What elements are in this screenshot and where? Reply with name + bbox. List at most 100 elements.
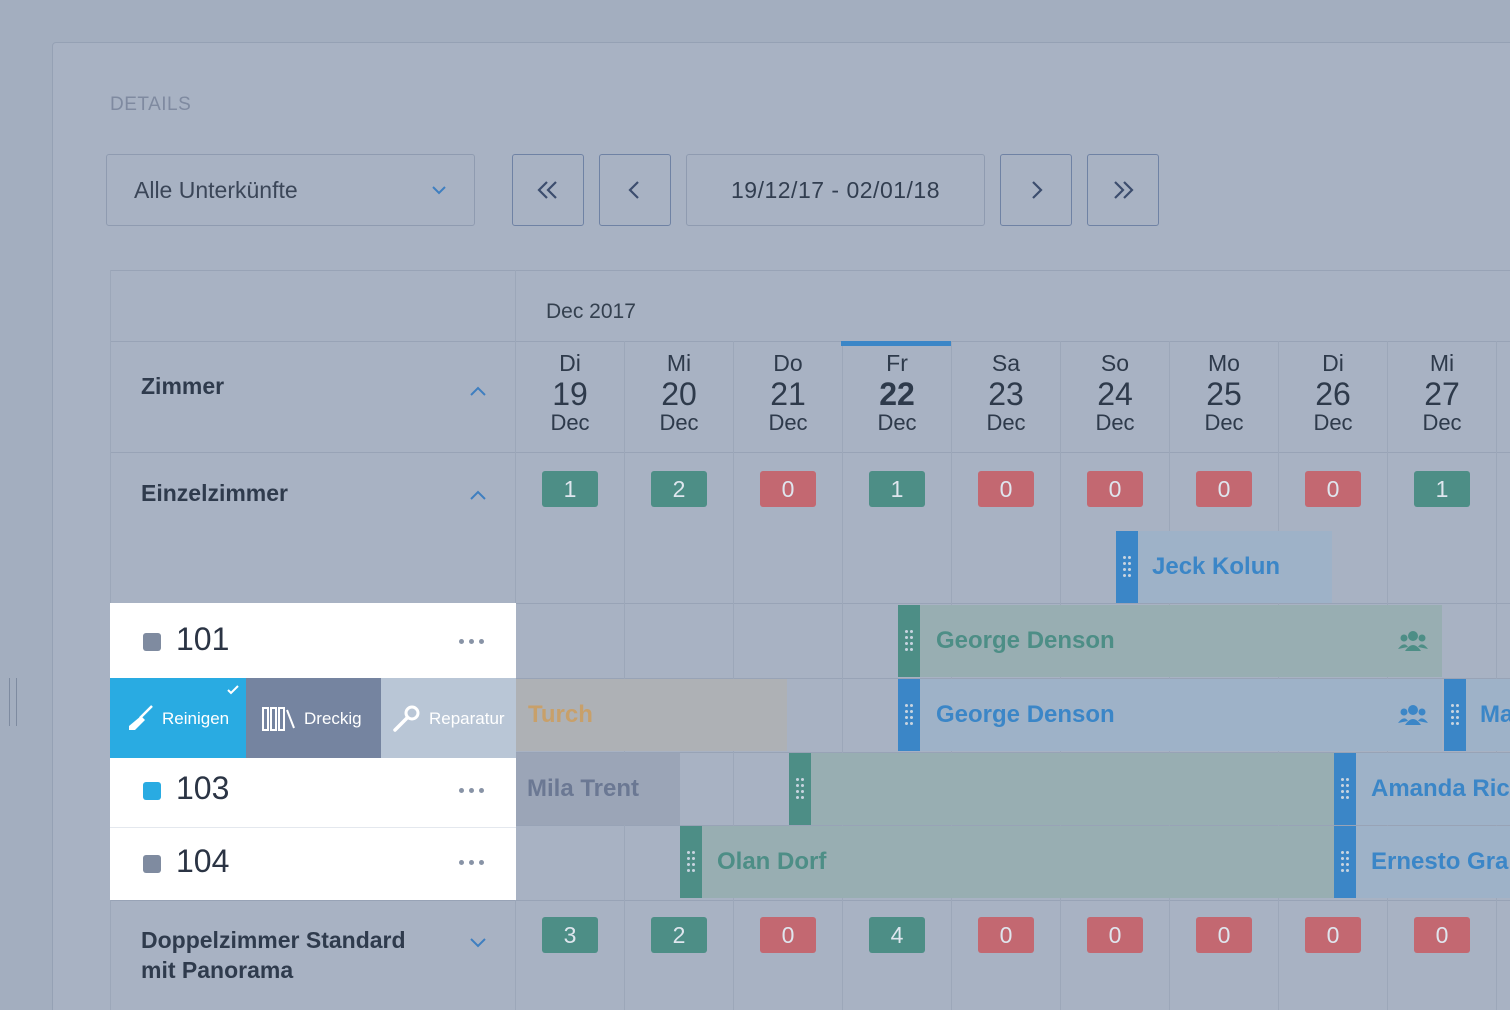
day-month: Dec [1422, 410, 1462, 435]
day-month: Dec [877, 410, 917, 435]
day-number: 19 [552, 376, 588, 412]
wrench-icon [393, 705, 420, 732]
grid-line [516, 825, 1510, 826]
day-header[interactable]: Mi 20 Dec [625, 350, 733, 434]
chevron-up-icon[interactable] [468, 384, 488, 398]
grid-line [516, 603, 1510, 604]
availability-badge: 0 [1087, 471, 1143, 507]
group-users-icon [1398, 631, 1428, 651]
booking-bar[interactable]: George Denson [898, 605, 1442, 677]
booking-bar[interactable]: Ma [1444, 679, 1510, 751]
more-options-icon[interactable] [459, 860, 489, 868]
group-users-icon [1398, 705, 1428, 725]
day-header[interactable]: Mi 27 Dec [1388, 350, 1496, 434]
availability-badge: 0 [760, 917, 816, 953]
availability-badge: 0 [1196, 917, 1252, 953]
drag-handle-icon[interactable] [1116, 531, 1138, 603]
drag-handle-icon[interactable] [898, 679, 920, 751]
resize-handle[interactable] [9, 678, 17, 726]
chevron-left-icon [628, 181, 639, 199]
grid-line [110, 341, 1510, 342]
booking-bar[interactable]: George Denson [898, 679, 1442, 751]
drag-handle-icon[interactable] [1334, 826, 1356, 898]
booking-bar[interactable]: Jeck Kolun [1116, 531, 1332, 603]
availability-badge: 0 [1305, 917, 1361, 953]
clean-label: Reinigen [162, 709, 230, 728]
chevron-down-icon[interactable] [468, 936, 488, 950]
booking-guest-name: Olan Dorf [717, 848, 827, 875]
room-status-indicator [143, 855, 161, 873]
grid-line [624, 341, 625, 1010]
booking-bar[interactable]: Olan Dorf [680, 826, 1334, 898]
double-chevron-right-icon [1114, 181, 1134, 199]
more-options-icon[interactable] [459, 788, 489, 796]
drag-handle-icon[interactable] [1444, 679, 1466, 751]
double-chevron-left-icon [537, 181, 557, 199]
availability-badge: 4 [869, 917, 925, 953]
last-page-button[interactable] [1087, 154, 1159, 226]
grid-line [516, 678, 1510, 679]
booking-guest-name: Mila Trent [527, 775, 640, 802]
day-number: 25 [1206, 376, 1242, 412]
day-name: Mi [666, 350, 692, 376]
booking-guest-name: Ma [1480, 701, 1510, 728]
availability-badge: 0 [760, 471, 816, 507]
booking-bar[interactable] [789, 753, 1334, 825]
radiator-icon [262, 707, 295, 731]
availability-badge: 1 [542, 471, 598, 507]
day-header[interactable]: Di 19 Dec [516, 350, 624, 434]
availability-badge: 0 [978, 471, 1034, 507]
grid-line [842, 341, 843, 1010]
next-button[interactable] [1000, 154, 1072, 226]
drag-handle-icon[interactable] [680, 826, 702, 898]
dirty-button[interactable]: Dreckig [246, 678, 381, 758]
date-range-display[interactable]: 19/12/17 - 02/01/18 [686, 154, 985, 226]
grid-line [110, 270, 1510, 271]
today-indicator [841, 341, 951, 346]
availability-badge: 2 [651, 917, 707, 953]
day-header[interactable]: Sa 23 Dec [952, 350, 1060, 434]
booking-bar[interactable]: Amanda Ric [1334, 753, 1510, 825]
availability-badge: 1 [1414, 471, 1470, 507]
booking-bar[interactable]: Mila Trent [516, 753, 680, 825]
room-row-101[interactable]: 101 [110, 603, 516, 678]
day-header[interactable]: Fr 22 Dec [843, 350, 951, 434]
month-label: Dec 2017 [546, 300, 636, 323]
day-name: Mo [1208, 350, 1240, 376]
more-options-icon[interactable] [459, 639, 489, 647]
previous-button[interactable] [599, 154, 671, 226]
availability-badge: 1 [869, 471, 925, 507]
day-month: Dec [550, 410, 590, 435]
day-name: Do [773, 350, 803, 376]
room-row-104[interactable]: 104 [110, 828, 516, 900]
drag-handle-icon[interactable] [898, 605, 920, 677]
booking-guest-name: George Denson [936, 701, 1115, 728]
day-header[interactable]: So 24 Dec [1061, 350, 1169, 434]
booking-bar[interactable]: Turch [516, 679, 787, 751]
group-double-rooms[interactable]: Doppelzimmer Standard mit Panorama [141, 927, 406, 983]
availability-badge: 3 [542, 917, 598, 953]
repair-button[interactable]: Reparatur [381, 678, 516, 758]
drag-handle-icon[interactable] [789, 753, 811, 825]
property-select[interactable]: Alle Unterkünfte [106, 154, 475, 226]
day-header[interactable]: Do 21 Dec [734, 350, 842, 434]
clean-button[interactable]: Reinigen [110, 678, 246, 758]
repair-label: Reparatur [429, 709, 505, 728]
booking-guest-name: Amanda Ric [1371, 775, 1510, 802]
day-month: Dec [1204, 410, 1244, 435]
booking-bar[interactable]: Ernesto Gra [1334, 826, 1510, 898]
chevron-up-icon[interactable] [468, 488, 488, 502]
day-number: 26 [1315, 376, 1351, 412]
group-single-rooms[interactable]: Einzelzimmer [141, 480, 288, 506]
availability-badge: 2 [651, 471, 707, 507]
day-header[interactable]: Di 26 Dec [1279, 350, 1387, 434]
grid-line [110, 452, 1510, 453]
availability-badge: 0 [1414, 917, 1470, 953]
day-header[interactable]: Mo 25 Dec [1170, 350, 1278, 434]
drag-handle-icon[interactable] [1334, 753, 1356, 825]
room-status-indicator [143, 782, 161, 800]
room-row-103[interactable]: 103 [110, 758, 516, 828]
grid-line [516, 752, 1510, 753]
broom-icon [129, 705, 153, 730]
first-page-button[interactable] [512, 154, 584, 226]
